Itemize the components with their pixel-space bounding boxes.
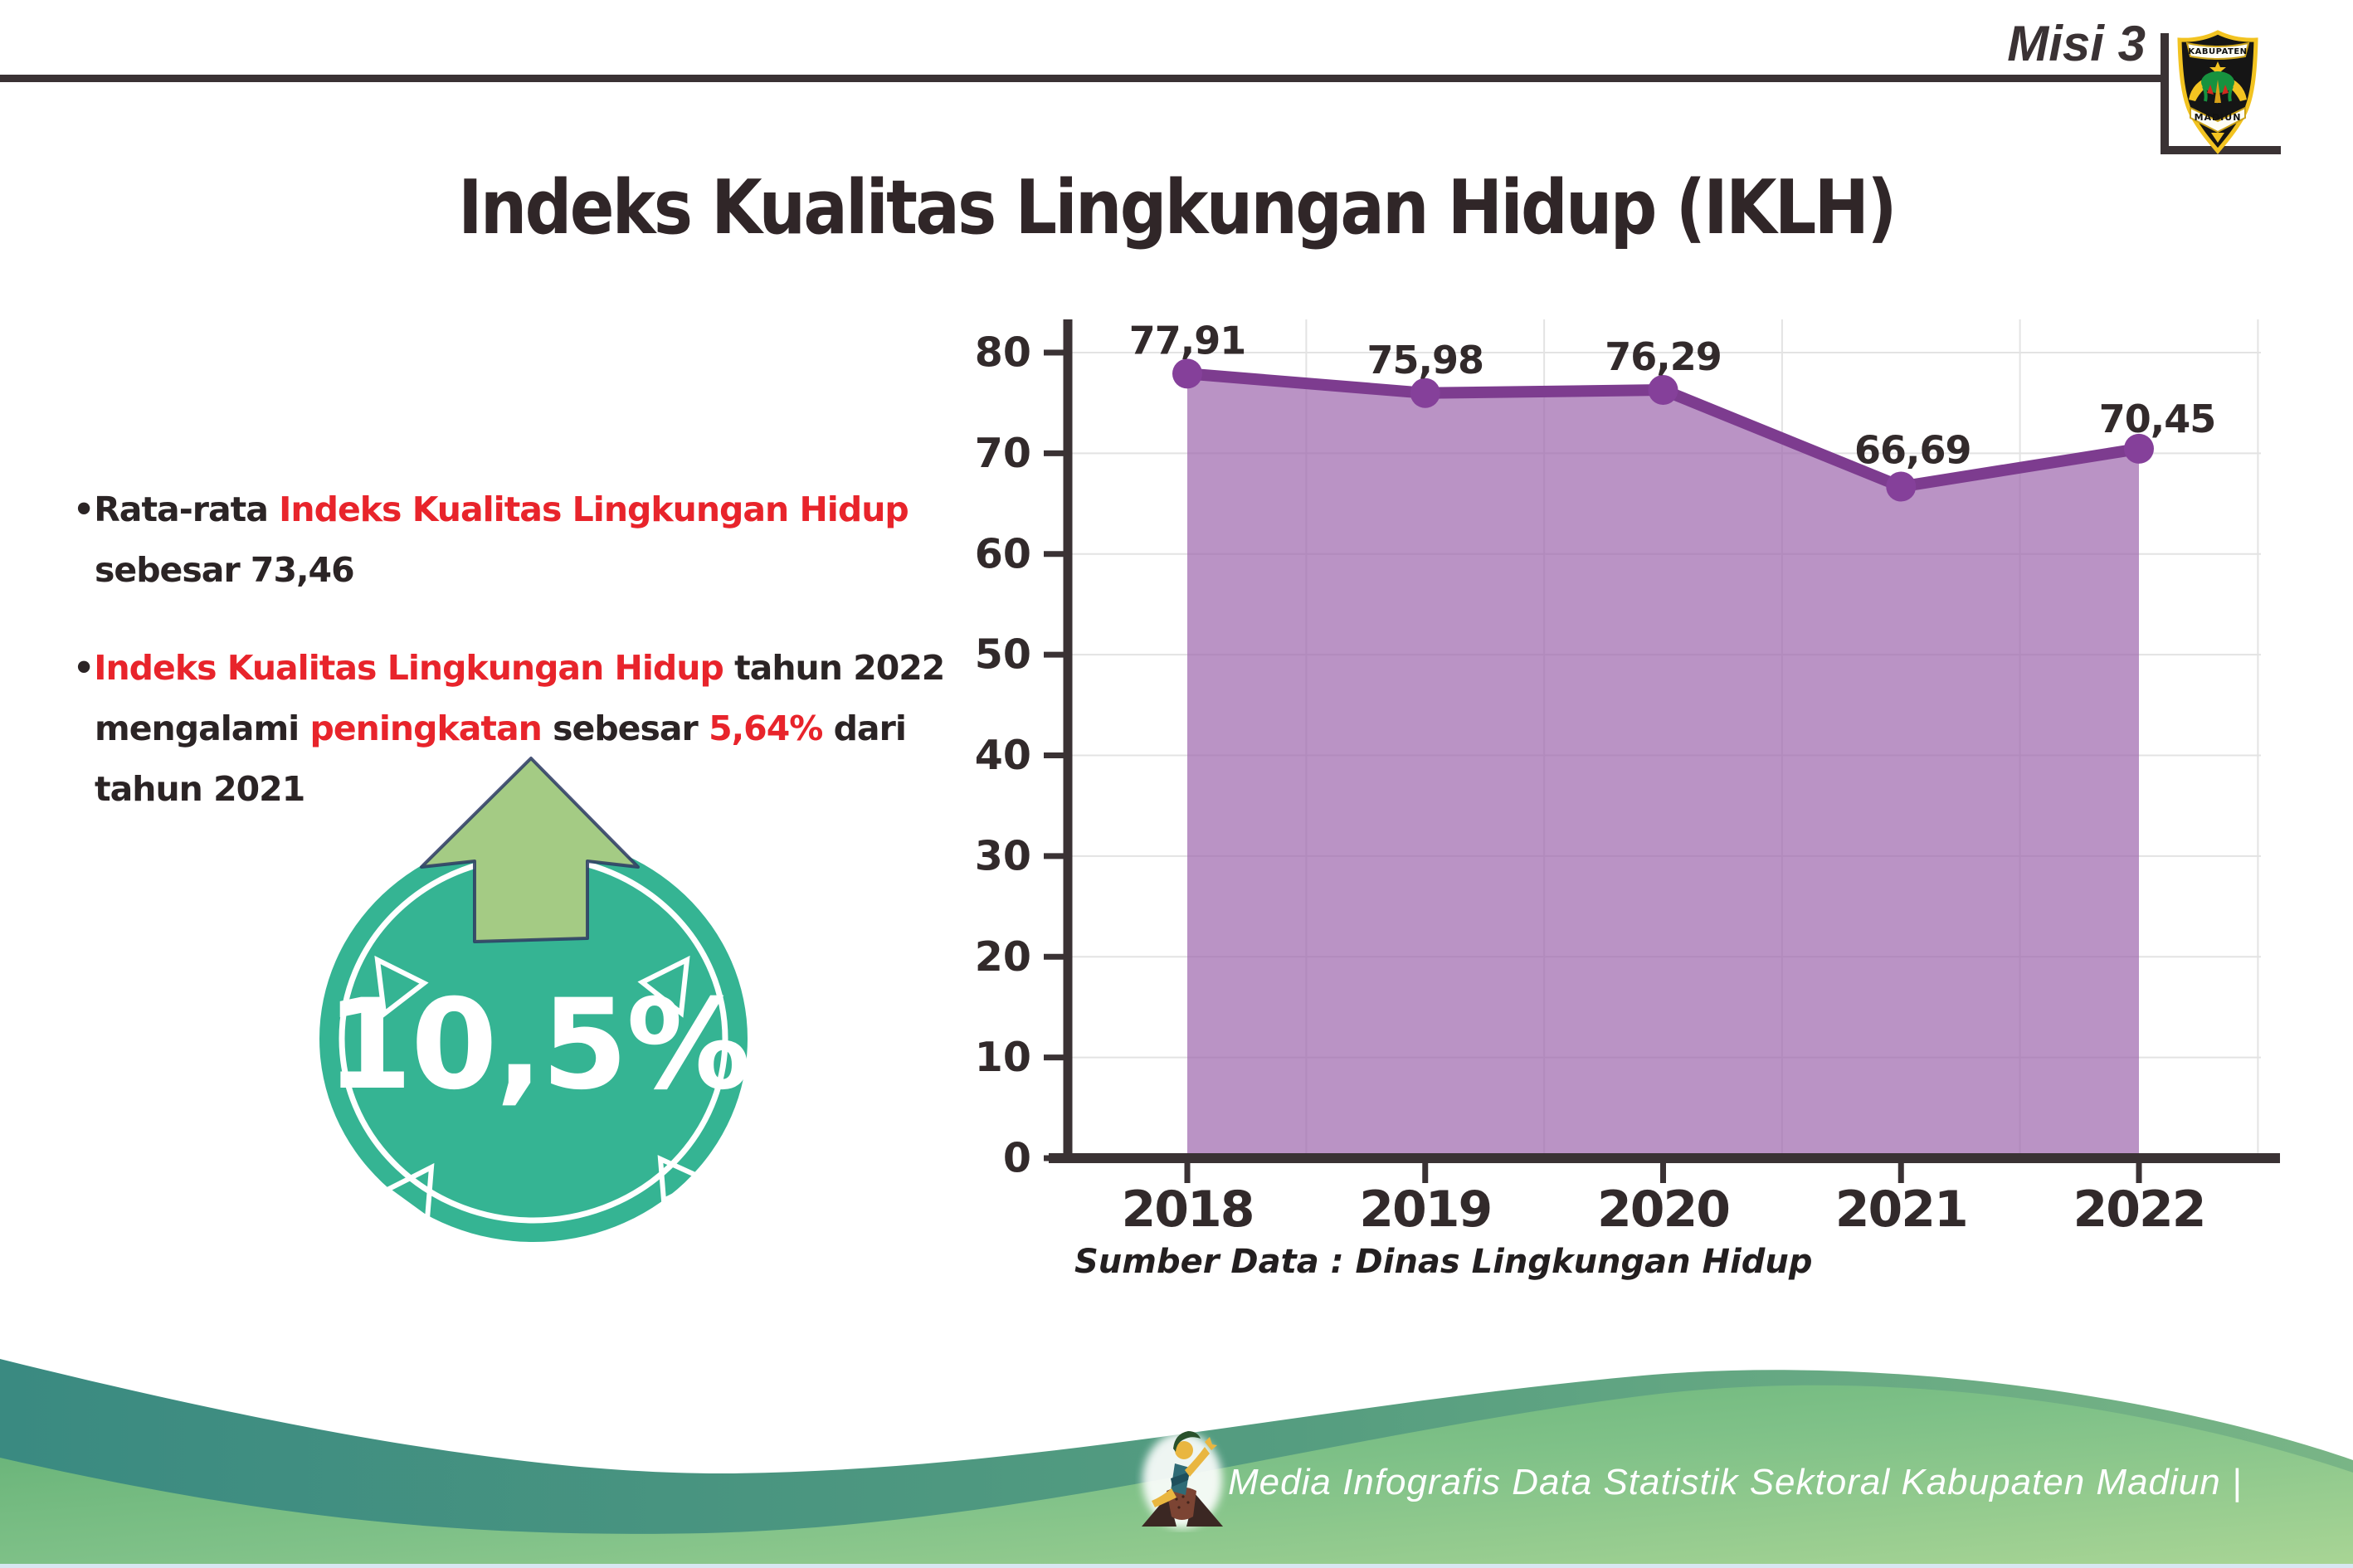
bullet-average-iklh: •Rata-rata Indeks Kualitas Lingkungan Hi…: [73, 480, 909, 601]
bullet1-value: sebesar 73,46: [95, 550, 355, 590]
svg-text:80: 80: [975, 329, 1031, 377]
bullet1-text-dark: •Rata-rata: [73, 489, 280, 529]
svg-text:77,91: 77,91: [1129, 318, 1246, 363]
bullet1-line1: •Rata-rata Indeks Kualitas Lingkungan Hi…: [73, 480, 909, 540]
svg-text:40: 40: [975, 732, 1031, 779]
bullet1-line2: sebesar 73,46: [73, 540, 909, 601]
misi-label: Misi 3: [2007, 16, 2146, 71]
svg-text:70: 70: [975, 430, 1031, 477]
page-title: Indeks Kualitas Lingkungan Hidup (IKLH): [458, 164, 1897, 252]
growth-percentage-value: 10,5%: [325, 973, 751, 1118]
svg-text:30: 30: [975, 832, 1031, 879]
svg-text:50: 50: [975, 631, 1031, 679]
bullet2-line2: mengalami peningkatan sebesar 5,64% dari: [95, 709, 907, 748]
svg-text:2019: 2019: [1359, 1181, 1491, 1239]
svg-text:10: 10: [975, 1034, 1031, 1081]
footer-caption: Media Infografis Data Statistik Sektoral…: [1228, 1462, 2243, 1502]
svg-text:60: 60: [975, 530, 1031, 577]
svg-text:MADIUN: MADIUN: [2195, 112, 2242, 123]
logo-frame-vertical: [2161, 33, 2169, 154]
svg-text:20: 20: [975, 933, 1031, 981]
dancer-mascot-icon: [1142, 1431, 1223, 1528]
bottom-edge-strip: [0, 1564, 2353, 1568]
svg-text:2018: 2018: [1122, 1181, 1254, 1239]
kabupaten-madiun-logo-icon: KABUPATEN MADIUN: [2177, 30, 2258, 154]
up-arrow-icon: [420, 757, 640, 943]
svg-text:75,98: 75,98: [1366, 338, 1483, 382]
bullet1-text-red: Indeks Kualitas Lingkungan Hidup: [279, 489, 909, 529]
growth-badge: [319, 757, 748, 1242]
bullet2-line3: tahun 2021: [95, 769, 305, 809]
bullet2-line1: •Indeks Kualitas Lingkungan Hidup tahun …: [73, 648, 945, 688]
svg-text:0: 0: [1003, 1135, 1031, 1182]
svg-text:70,45: 70,45: [2099, 397, 2216, 441]
data-source-caption: Sumber Data : Dinas Lingkungan Hidup: [1074, 1243, 1813, 1281]
svg-text:76,29: 76,29: [1605, 334, 1722, 379]
svg-text:2020: 2020: [1597, 1181, 1729, 1239]
svg-text:66,69: 66,69: [1854, 428, 1971, 473]
header-rule: [0, 75, 2161, 82]
bullet-iklh-increase: •Indeks Kualitas Lingkungan Hidup tahun …: [73, 638, 945, 820]
svg-text:2022: 2022: [2073, 1181, 2205, 1239]
svg-text:KABUPATEN: KABUPATEN: [2188, 47, 2247, 56]
svg-text:2021: 2021: [1835, 1181, 1967, 1239]
increase-percentage: 5,64%: [709, 709, 823, 748]
bullet2-text-red: Indeks Kualitas Lingkungan Hidup: [94, 648, 724, 688]
